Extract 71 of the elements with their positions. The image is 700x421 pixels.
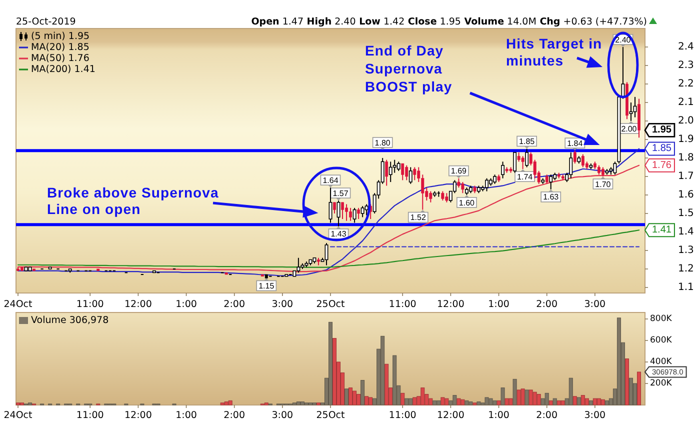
chart-title: 25-Oct-2019	[16, 16, 76, 28]
x-tick-label: 2:00	[224, 410, 246, 421]
annotation: 1.52	[410, 213, 426, 222]
x-tick-label: 1:00	[488, 410, 510, 421]
y-tick-label: 1.3	[678, 244, 694, 256]
x-tick-label: 1:00	[176, 410, 197, 421]
y-tick-label: 1.5	[678, 208, 694, 219]
legend-label: MA(50) 1.76	[31, 53, 90, 64]
data-label: 1.41	[652, 224, 672, 236]
annotation: Hits Target in minutes	[506, 35, 602, 68]
x-tick-label: 25Oct	[316, 299, 346, 310]
x-tick-label: 3:00	[584, 410, 606, 421]
y-tick-label: 400K	[650, 356, 672, 367]
y-tick-label: 1.7	[678, 170, 694, 182]
y-tick-label: 200K	[650, 378, 672, 388]
annotation: 1.69	[450, 166, 468, 176]
annotation: End of Day Supernova BOOST play	[365, 42, 452, 94]
x-tick-label: 2:00	[536, 299, 558, 310]
y-tick-label: 2.3	[678, 60, 694, 71]
text: 1.95	[652, 124, 672, 136]
annotation: 2.00	[621, 124, 638, 134]
x-tick-label: 11:00	[76, 410, 104, 421]
x-tick-label: 25Oct	[316, 410, 346, 421]
x-tick-label: 24Oct	[4, 410, 33, 421]
data-label: 1.85	[652, 143, 672, 154]
annotation: 1.60	[458, 198, 476, 208]
annotation: 1.63	[543, 192, 560, 202]
text: Volume 306,978	[31, 315, 109, 326]
x-tick-label: 12:00	[124, 410, 152, 421]
x-tick-label: 11:00	[388, 299, 416, 310]
data-label: 1.76	[652, 160, 672, 171]
annotation: 1.43	[330, 230, 347, 239]
x-tick-label: 2:00	[536, 410, 558, 421]
x-tick-label: 1:00	[488, 299, 510, 310]
x-tick-label: 11:00	[388, 410, 416, 421]
y-tick-label: 1.4	[678, 226, 694, 238]
y-tick-label: 2.0	[678, 115, 694, 126]
annotation: Broke above Supernova Line on open	[47, 184, 219, 217]
annotation: 1.85	[519, 137, 536, 146]
annotation: 1.57	[332, 188, 349, 198]
x-tick-label: 2:00	[224, 299, 246, 310]
annotation: 1.70	[595, 180, 612, 189]
y-tick-label: 2.4	[678, 41, 694, 52]
annotation: 1.80	[374, 138, 391, 148]
x-tick-label: 3:00	[272, 299, 294, 310]
x-tick-label: 1:00	[176, 299, 197, 310]
x-tick-label: 11:00	[76, 299, 104, 310]
x-tick-label: 12:00	[124, 299, 152, 310]
x-tick-label: 12:00	[437, 410, 464, 421]
legend-label: MA(200) 1.41	[31, 64, 96, 75]
y-tick-label: 1.2	[678, 263, 694, 274]
x-tick-label: 3:00	[272, 410, 294, 421]
annotation: 2.40	[615, 35, 632, 44]
x-tick-label: 3:00	[584, 299, 606, 310]
x-tick-label: 12:00	[437, 299, 464, 310]
legend-label: (5 min) 1.95	[31, 31, 90, 42]
y-tick-label: 1.8	[678, 152, 694, 164]
y-tick-label: 2.1	[678, 96, 694, 108]
annotation: 1.74	[517, 172, 534, 182]
annotation: 1.84	[567, 138, 584, 148]
legend-label: MA(20) 1.85	[31, 42, 90, 53]
y-tick-label: 2.2	[678, 78, 694, 90]
y-tick-label: 1.6	[678, 189, 694, 200]
y-tick-label: 800K	[650, 314, 672, 324]
x-tick-label: 24Oct	[4, 299, 33, 310]
y-tick-label: 1.1	[678, 282, 694, 293]
y-tick-label: 1.9	[678, 134, 694, 145]
annotation: 1.64	[322, 176, 339, 185]
y-tick-label: 600K	[650, 335, 672, 346]
text: Open 1.47 High 2.40 Low 1.42 Close 1.95 Volume 14.0M Chg +0.63 (+47.73%)	[251, 16, 647, 28]
annotation: 1.15	[258, 282, 275, 291]
